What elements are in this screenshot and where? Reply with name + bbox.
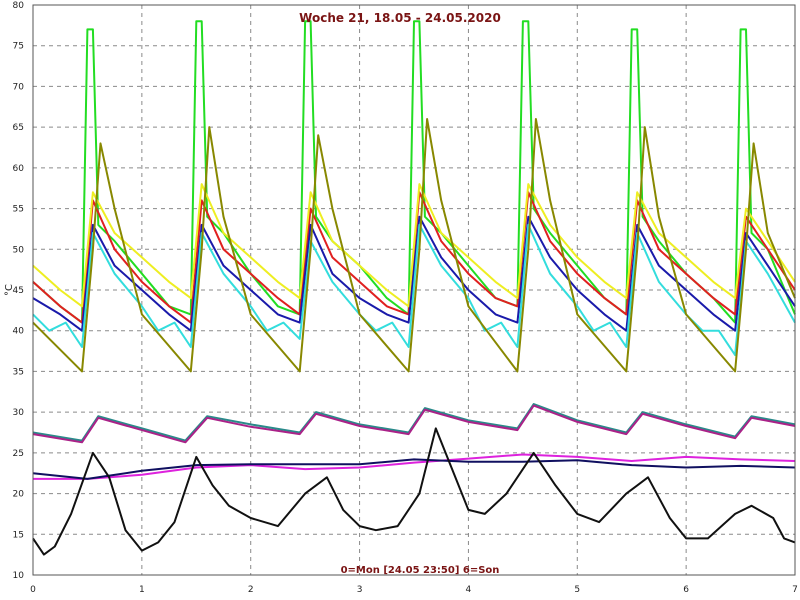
x-tick-label: 7 — [792, 585, 798, 595]
series-line-4 — [32, 215, 796, 332]
series-line-8 — [32, 404, 796, 444]
series-line-9 — [33, 453, 796, 480]
y-tick-label: 20 — [13, 490, 25, 500]
plot-frame — [32, 4, 796, 576]
y-tick-label: 80 — [13, 1, 25, 11]
series-line-10 — [32, 458, 796, 480]
chart-title: Woche 21, 18.05 - 24.05.2020 — [299, 11, 501, 25]
y-tick-label: 15 — [13, 530, 24, 540]
y-tick-label: 25 — [13, 449, 24, 459]
series-line-3 — [32, 183, 796, 308]
x-tick-label: 1 — [139, 585, 145, 595]
y-tick-label: 45 — [13, 286, 24, 296]
y-tick-label: 75 — [13, 42, 24, 52]
series-line-5 — [32, 223, 796, 357]
y-tick-label: 55 — [13, 205, 24, 215]
y-tick-label: 70 — [13, 82, 25, 92]
x-tick-label: 2 — [248, 585, 254, 595]
chart-footer: 0=Mon [24.05 23:50] 6=Son — [341, 565, 500, 576]
x-tick-label: 0 — [30, 585, 36, 595]
x-tick-label: 3 — [357, 585, 363, 595]
x-tick-label: 6 — [683, 585, 689, 595]
y-tick-label: 65 — [13, 123, 24, 133]
series-line-6 — [32, 118, 796, 373]
x-tick-label: 5 — [574, 585, 580, 595]
y-tick-label: 60 — [13, 164, 25, 174]
x-tick-label: 4 — [466, 585, 472, 595]
y-tick-label: 35 — [13, 367, 24, 377]
series-line-11 — [32, 427, 796, 556]
series-layer — [32, 20, 796, 556]
y-tick-label: 30 — [13, 408, 25, 418]
y-axis-label: °C — [4, 284, 15, 296]
y-tick-label: 10 — [13, 571, 25, 581]
series-line-1 — [32, 20, 796, 324]
y-tick-label: 40 — [13, 327, 25, 337]
y-tick-label: 50 — [13, 245, 25, 255]
